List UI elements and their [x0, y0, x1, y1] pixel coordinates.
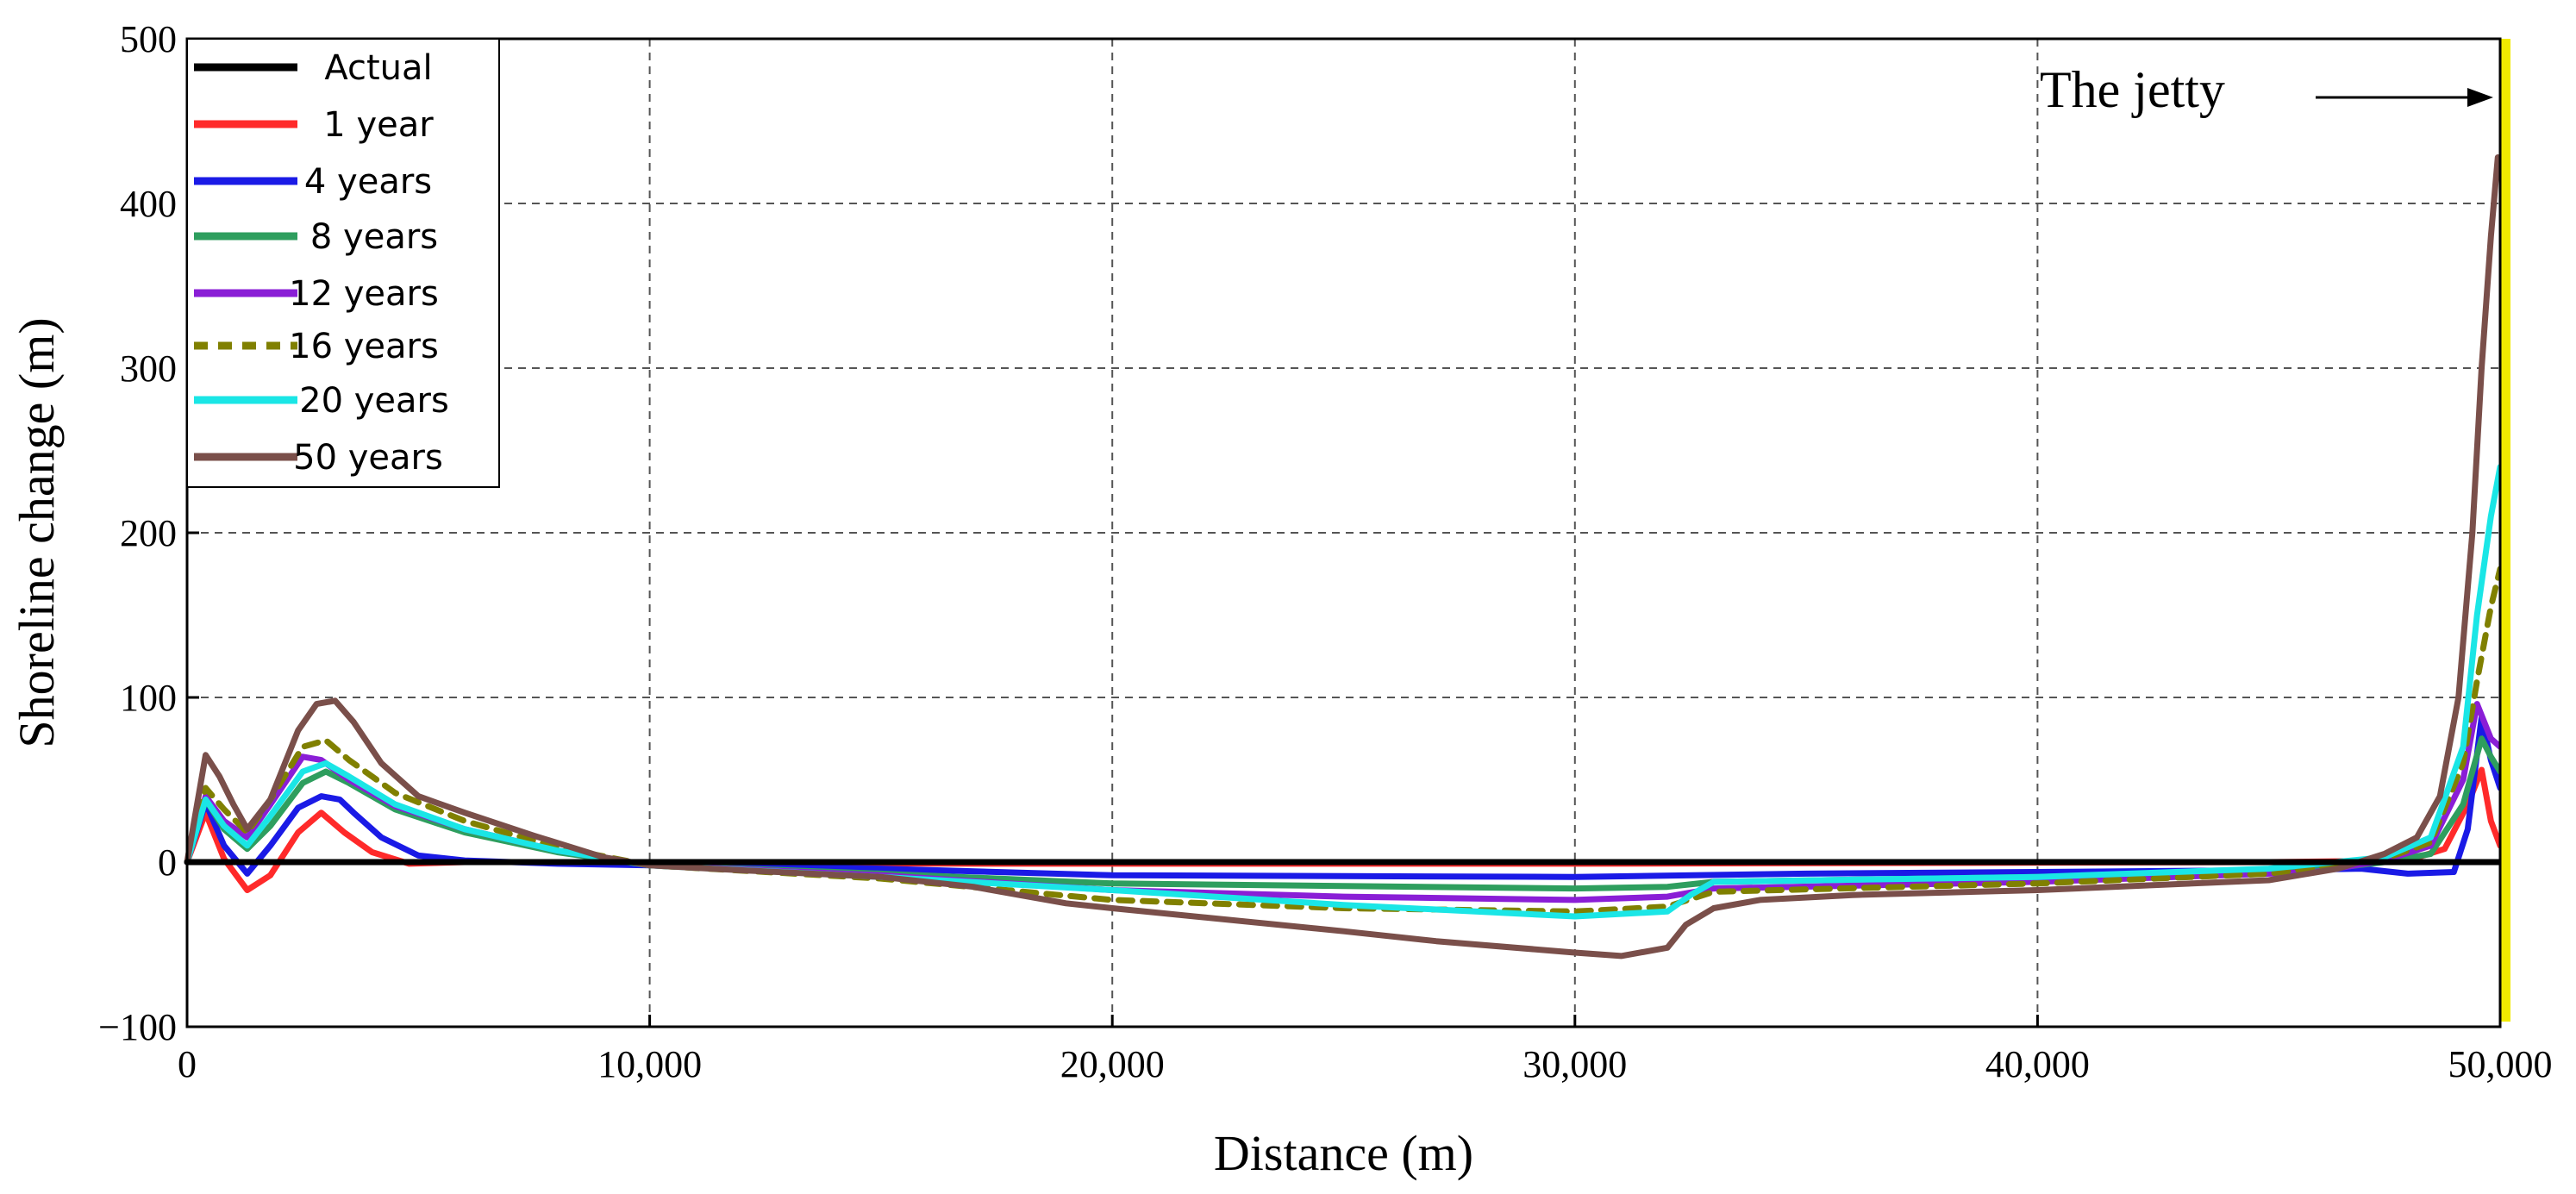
legend-label: 8 years	[310, 217, 438, 257]
legend-label: 4 years	[304, 162, 432, 202]
x-tick-label: 20,000	[1060, 1043, 1165, 1085]
jetty-annotation: The jetty	[2040, 61, 2493, 118]
y-tick-label: 400	[120, 183, 177, 225]
x-tick-label: 30,000	[1522, 1043, 1627, 1085]
legend-label: Actual	[324, 48, 432, 88]
x-axis-ticks: 0 10,000 20,000 30,000 40,000 50,000	[178, 1015, 2553, 1085]
legend-label: 20 years	[299, 381, 449, 421]
y-axis-ticks: −100 0 100 200 300 400 500	[98, 18, 199, 1048]
series-line-6	[184, 464, 2504, 920]
legend-label: 16 years	[289, 327, 439, 366]
x-tick-label: 50,000	[2448, 1043, 2553, 1085]
y-axis-label: Shoreline change (m)	[9, 317, 65, 747]
y-tick-label: 0	[158, 841, 177, 884]
series-lines	[184, 154, 2504, 960]
x-tick-label: 40,000	[1985, 1043, 2090, 1085]
legend-label: 12 years	[289, 274, 439, 314]
series-line-7	[184, 154, 2501, 960]
y-tick-label: 300	[120, 347, 177, 390]
jetty-annotation-label: The jetty	[2040, 61, 2225, 118]
legend-box	[186, 38, 500, 488]
legend: Actual 1 year 4 years 8 years 12 years 16 yea…	[186, 38, 500, 488]
x-tick-label: 0	[178, 1043, 197, 1085]
y-tick-label: 500	[120, 18, 177, 60]
x-axis-label: Distance (m)	[1214, 1125, 1473, 1181]
series-line-2	[184, 714, 2504, 880]
y-tick-label: −100	[98, 1006, 177, 1048]
jetty-arrow-head	[2467, 88, 2493, 107]
y-tick-label: 200	[120, 512, 177, 554]
legend-label: 1 year	[323, 105, 434, 145]
x-tick-label: 10,000	[597, 1043, 702, 1085]
legend-label: 50 years	[293, 438, 443, 478]
y-tick-label: 100	[120, 677, 177, 719]
